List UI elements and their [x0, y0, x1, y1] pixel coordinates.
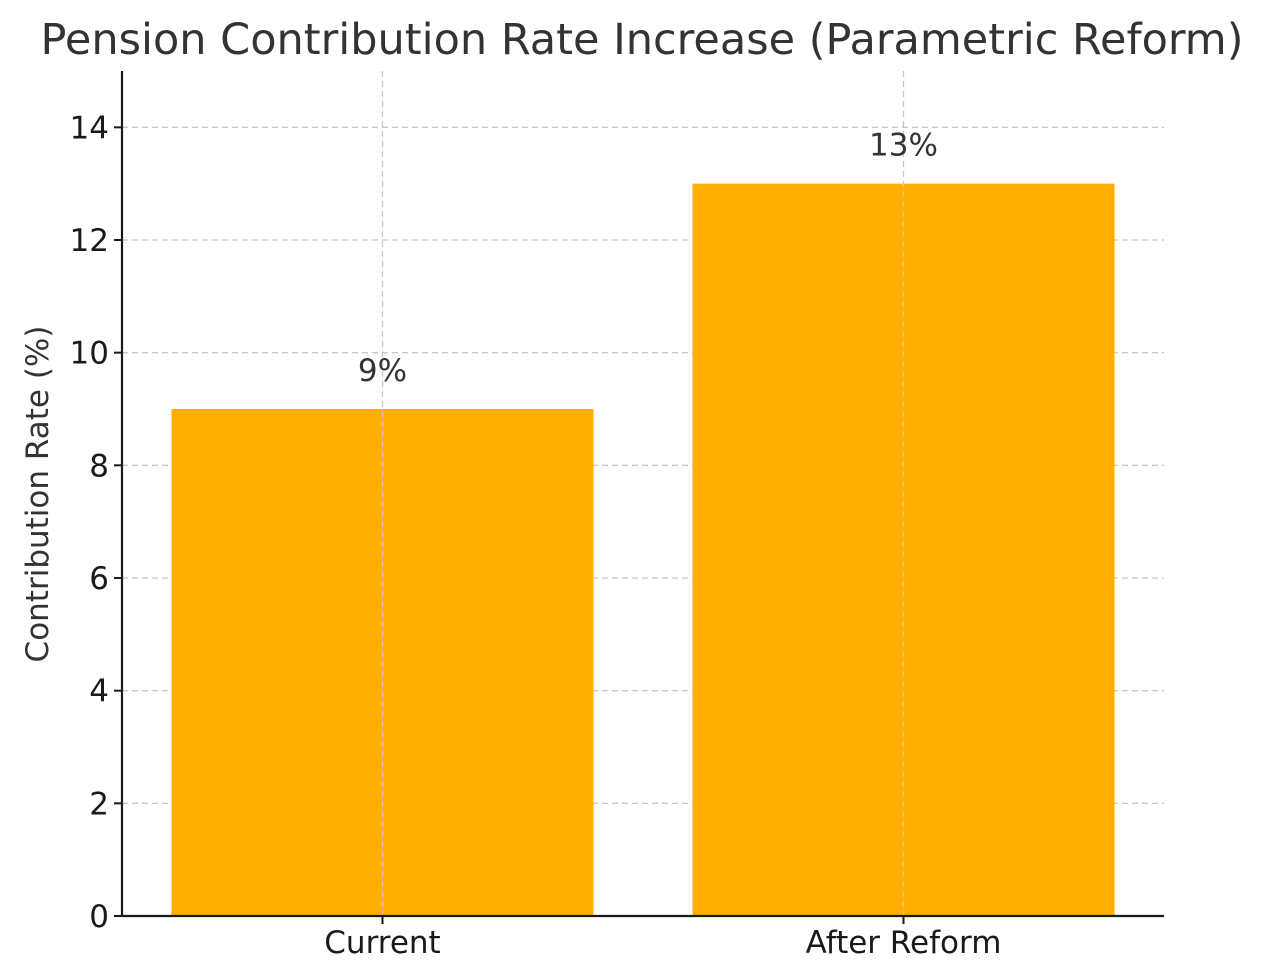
chart-title: Pension Contribution Rate Increase (Para…: [41, 15, 1244, 65]
data-labels: 9% 13%: [358, 128, 938, 389]
x-tick-label: Current: [324, 925, 440, 961]
y-tick-label: 12: [70, 223, 109, 259]
y-tick-label: 2: [89, 786, 109, 822]
y-tick-label: 4: [89, 674, 109, 710]
vertical-grid: [381, 71, 905, 916]
y-tick-label: 6: [89, 561, 109, 597]
y-tick-label: 8: [89, 448, 109, 484]
bars: [171, 183, 1115, 916]
y-tick-label: 14: [70, 110, 109, 146]
data-label: 9%: [358, 353, 407, 389]
y-axis-label: Contribution Rate (%): [20, 326, 56, 663]
data-label: 13%: [869, 128, 938, 164]
ticks: Current After Reform 0 2 4 6 8 10 12 14: [70, 110, 1002, 961]
axes: [120, 71, 1164, 918]
x-tick-label: After Reform: [806, 925, 1002, 961]
y-tick-label: 0: [89, 899, 109, 935]
y-tick-label: 10: [70, 336, 109, 372]
